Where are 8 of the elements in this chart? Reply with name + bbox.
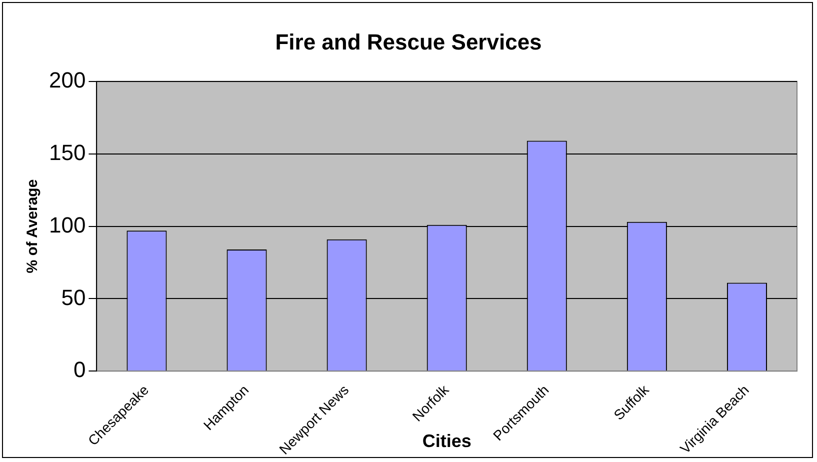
y-axis-title: % of Average [24, 179, 42, 274]
chart-title: Fire and Rescue Services [275, 29, 542, 54]
y-tick-label: 200 [48, 67, 86, 92]
y-tick-label: 0 [73, 357, 86, 382]
y-tick-label: 100 [48, 212, 86, 238]
y-tick-label: 150 [48, 140, 86, 165]
y-tick-label: 50 [61, 284, 86, 310]
x-axis-title: Cities [422, 431, 472, 452]
